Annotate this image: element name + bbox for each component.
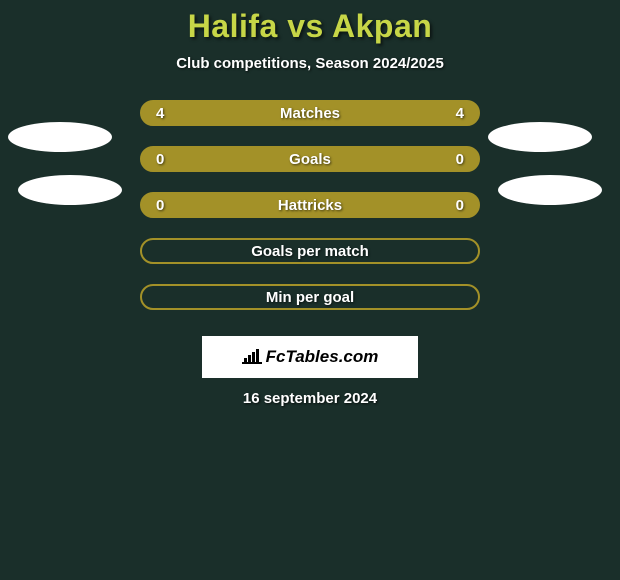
stat-left-hattricks: 0 [156,197,176,214]
brand-text: FcTables.com [242,347,379,367]
player2-avatar-bottom [498,175,602,205]
player1-avatar-bottom [18,175,122,205]
stat-row-matches: 4 Matches 4 [140,100,480,126]
stat-right-hattricks: 0 [444,197,464,214]
stat-left-matches: 4 [156,105,176,122]
stat-row-hattricks: 0 Hattricks 0 [140,192,480,218]
chart-icon [242,348,262,366]
stat-left-goals: 0 [156,151,176,168]
brand-label: FcTables.com [266,347,379,367]
brand-box: FcTables.com [202,336,418,378]
stat-label-hattricks: Hattricks [278,197,342,214]
page-subtitle: Club competitions, Season 2024/2025 [176,55,444,72]
stat-row-min-per-goal: Min per goal [140,284,480,310]
date-label: 16 september 2024 [243,390,377,407]
stat-row-goals-per-match: Goals per match [140,238,480,264]
page-title: Halifa vs Akpan [188,8,433,45]
player2-avatar-top [488,122,592,152]
stat-label-matches: Matches [280,105,340,122]
stat-right-goals: 0 [444,151,464,168]
player1-avatar-top [8,122,112,152]
stat-right-matches: 4 [444,105,464,122]
stat-label-mpg: Min per goal [266,289,354,306]
stat-label-goals: Goals [289,151,331,168]
stat-label-gpm: Goals per match [251,243,369,260]
stat-row-goals: 0 Goals 0 [140,146,480,172]
